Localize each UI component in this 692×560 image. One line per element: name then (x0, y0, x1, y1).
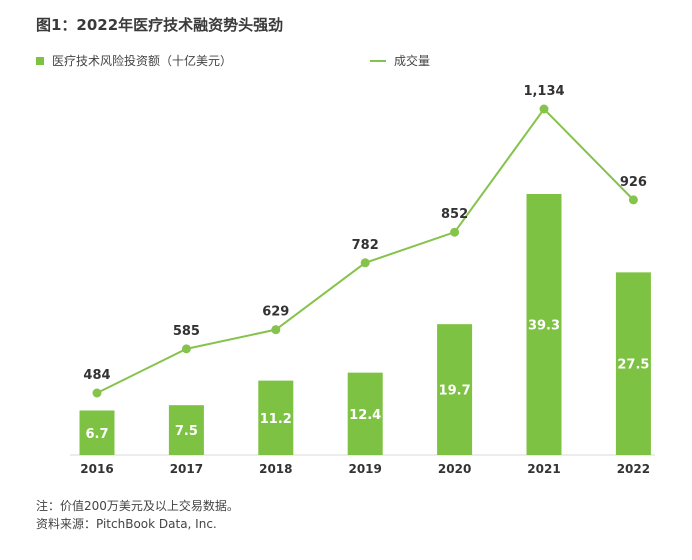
footnote: 注：价值200万美元及以上交易数据。 (36, 499, 239, 513)
bar-value-label: 6.7 (85, 427, 108, 442)
line-point (539, 104, 549, 114)
line-value-label: 1,134 (523, 84, 564, 99)
bar-value-label: 11.2 (260, 412, 292, 427)
line-point (92, 388, 102, 398)
bar (258, 380, 294, 455)
legend-line-swatch (370, 59, 386, 62)
line-point (271, 325, 281, 335)
line-point (628, 195, 638, 205)
legend-item-line: 成交量 (370, 52, 430, 69)
bar (526, 194, 562, 455)
x-tick-label: 2019 (348, 462, 381, 476)
bar (168, 405, 204, 455)
x-tick-label: 2020 (438, 462, 471, 476)
bar-value-label: 19.7 (439, 384, 471, 399)
legend-bar-label: 医疗技术风险投资额（十亿美元） (52, 54, 233, 68)
chart-title: 图1：2022年医疗技术融资势头强劲 (36, 16, 284, 34)
source-note: 资料来源：PitchBook Data, Inc. (36, 517, 217, 531)
bar (79, 410, 115, 455)
line-point (360, 258, 370, 268)
bar (615, 272, 651, 455)
line-value-label: 484 (83, 368, 110, 383)
legend-line-label: 成交量 (394, 54, 431, 68)
bar-value-label: 27.5 (617, 358, 649, 373)
line-value-label: 585 (173, 324, 200, 339)
line-value-label: 926 (620, 175, 647, 190)
x-tick-label: 2022 (617, 462, 650, 476)
legend-item-bar: 医疗技术风险投资额（十亿美元） (36, 52, 232, 69)
x-tick-label: 2021 (527, 462, 560, 476)
bar-value-label: 39.3 (528, 319, 560, 334)
line-value-label: 629 (262, 305, 289, 320)
line-point (181, 344, 191, 354)
line-value-label: 852 (441, 207, 468, 222)
bar-value-label: 12.4 (349, 408, 381, 423)
x-tick-label: 2018 (259, 462, 292, 476)
bar (437, 324, 473, 455)
legend-bar-swatch (36, 56, 44, 65)
bar (347, 372, 383, 455)
line-point (450, 227, 460, 237)
x-tick-label: 2016 (80, 462, 113, 476)
x-tick-label: 2017 (170, 462, 203, 476)
line-value-label: 782 (352, 238, 379, 253)
bar-value-label: 7.5 (175, 424, 198, 439)
